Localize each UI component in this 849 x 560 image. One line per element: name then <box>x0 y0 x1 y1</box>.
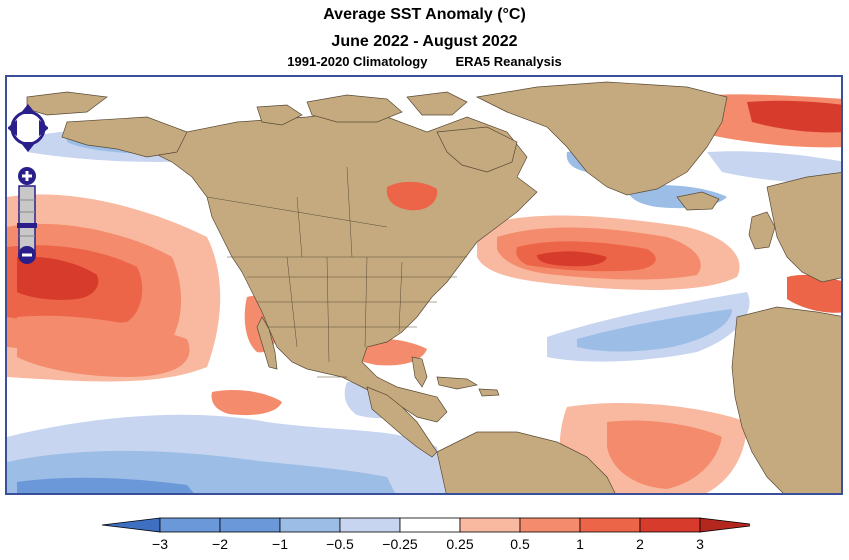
zoom-out-button[interactable] <box>18 246 36 264</box>
pan-up-icon[interactable] <box>20 104 36 114</box>
north-america-landmass <box>146 111 538 423</box>
africa <box>731 306 841 493</box>
colorbar-tick-label: 1 <box>576 536 584 552</box>
map-view[interactable] <box>5 75 843 495</box>
south-america <box>436 431 616 493</box>
colorbar-tick-label: −0.25 <box>382 536 418 552</box>
colorbar-tick-label: 0.25 <box>446 536 474 552</box>
iceland <box>676 191 720 211</box>
baja-peninsula <box>256 316 278 370</box>
land-layer <box>26 81 841 493</box>
central-america <box>366 386 438 458</box>
colorbar-tick-label: −1 <box>272 536 288 552</box>
pan-right-icon[interactable] <box>39 120 48 136</box>
colorbar-tick-label: 3 <box>696 536 704 552</box>
florida <box>411 356 428 388</box>
colorbar-segment <box>579 517 641 533</box>
colorbar-segment <box>459 517 521 533</box>
colorbar-segment <box>639 517 701 533</box>
colorbar <box>101 517 750 533</box>
map-title: Average SST Anomaly (°C) <box>323 6 526 23</box>
colorbar-segment <box>339 517 401 533</box>
pan-control[interactable] <box>8 104 48 152</box>
british-isles <box>748 211 776 250</box>
greenland <box>475 81 728 196</box>
colorbar-tick-label: −2 <box>212 536 228 552</box>
climatology-label: 1991-2020 Climatology <box>287 54 428 69</box>
map-canvas <box>7 81 841 493</box>
map-navigation <box>8 104 48 264</box>
map-period: June 2022 - August 2022 <box>331 33 518 50</box>
pan-down-icon[interactable] <box>20 142 36 152</box>
dataset-label: ERA5 Reanalysis <box>455 54 562 69</box>
map-subtitle: 1991-2020 Climatology ERA5 Reanalysis <box>0 54 849 69</box>
colorbar-segment <box>399 517 461 533</box>
baffin-island <box>436 126 518 173</box>
zoom-slider-handle[interactable] <box>17 223 37 228</box>
colorbar-tick-label: 0.5 <box>510 536 530 552</box>
pan-left-icon[interactable] <box>8 120 17 136</box>
colorbar-tick-label: 2 <box>636 536 644 552</box>
colorbar-tick-label: −0.5 <box>326 536 354 552</box>
colorbar-segment <box>279 517 341 533</box>
alaska <box>61 116 188 158</box>
colorbar-arrow-high <box>699 517 750 533</box>
colorbar-segment <box>219 517 281 533</box>
zoom-in-button[interactable] <box>18 167 36 185</box>
colorbar-tick-label: −3 <box>152 536 168 552</box>
colorbar-segment <box>159 517 221 533</box>
europe <box>766 172 841 283</box>
colorbar-arrow-low <box>101 517 161 533</box>
colorbar-segment <box>519 517 581 533</box>
political-borders <box>206 166 467 378</box>
zoom-slider[interactable] <box>17 185 37 255</box>
